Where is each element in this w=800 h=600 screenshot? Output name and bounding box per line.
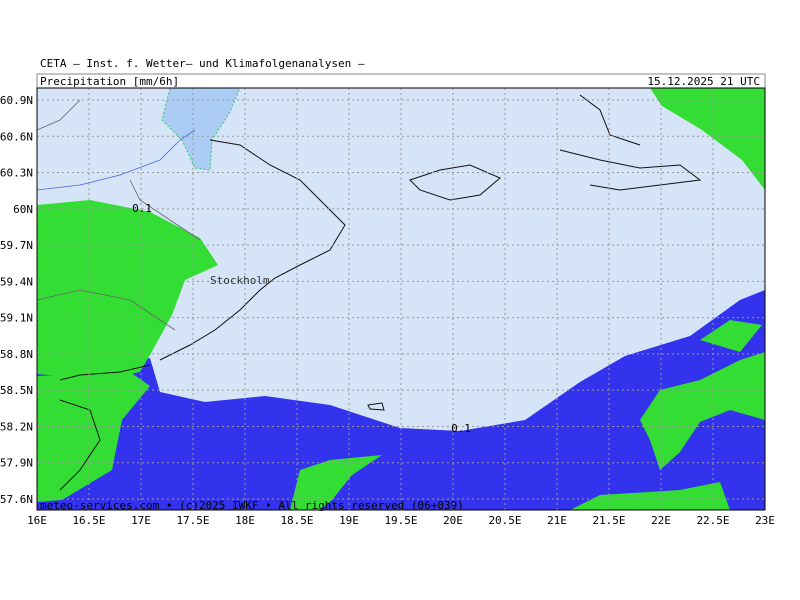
map-frame	[36, 87, 766, 511]
lon-label: 17.5E	[176, 514, 209, 527]
credit: meteo-services.com • (c)2025 IWKF • All …	[40, 499, 464, 512]
lon-label: 20.5E	[488, 514, 521, 527]
lon-label: 21E	[547, 514, 567, 527]
variable-label: Precipitation [mm/6h]	[40, 75, 179, 88]
admin-border	[37, 99, 201, 331]
land-hiiumaa	[700, 320, 762, 352]
river	[37, 129, 196, 191]
lon-label: 23E	[755, 514, 775, 527]
contour-label: 0.1	[451, 422, 471, 435]
lat-label: 59.7N	[0, 239, 33, 252]
precip-none-sea	[37, 290, 765, 510]
coastline	[59, 94, 702, 491]
lat-label: 60.6N	[0, 130, 33, 143]
land-southwest	[37, 372, 150, 502]
valid-time: 15.12.2025 21 UTC	[647, 75, 760, 88]
lon-label: 16E	[27, 514, 47, 527]
map-area: 0.1 0.1 Stockholm meteo-services.com • (…	[36, 87, 766, 512]
lon-label: 18.5E	[280, 514, 313, 527]
lat-label: 58.5N	[0, 384, 33, 397]
lon-label: 19.5E	[384, 514, 417, 527]
lat-label: 59.1N	[0, 312, 33, 325]
lon-label: 19E	[339, 514, 359, 527]
lat-label: 58.8N	[0, 348, 33, 361]
contour-label: 0.1	[132, 202, 152, 215]
lon-label: 22.5E	[696, 514, 729, 527]
precip-medium	[161, 88, 241, 171]
lon-label: 16.5E	[72, 514, 105, 527]
lat-label: 57.6N	[0, 493, 33, 506]
lat-label: 57.9N	[0, 457, 33, 470]
lat-label: 60.3N	[0, 167, 33, 180]
lat-label: 60N	[13, 203, 33, 216]
lat-label: 60.9N	[0, 94, 33, 107]
land-saaremaa	[640, 352, 765, 470]
header-title: CETA — Inst. f. Wetter— und Klimafolgena…	[40, 57, 365, 70]
place-label: Stockholm	[210, 274, 270, 287]
lat-label: 59.4N	[0, 275, 33, 288]
lon-label: 21.5E	[592, 514, 625, 527]
land-finland	[650, 88, 765, 190]
lon-label: 17E	[131, 514, 151, 527]
lon-label: 22E	[651, 514, 671, 527]
lon-label: 20E	[443, 514, 463, 527]
lat-label: 58.2N	[0, 420, 33, 433]
land-latvia	[570, 482, 730, 510]
land-gotland	[290, 455, 382, 510]
lon-label: 18E	[235, 514, 255, 527]
